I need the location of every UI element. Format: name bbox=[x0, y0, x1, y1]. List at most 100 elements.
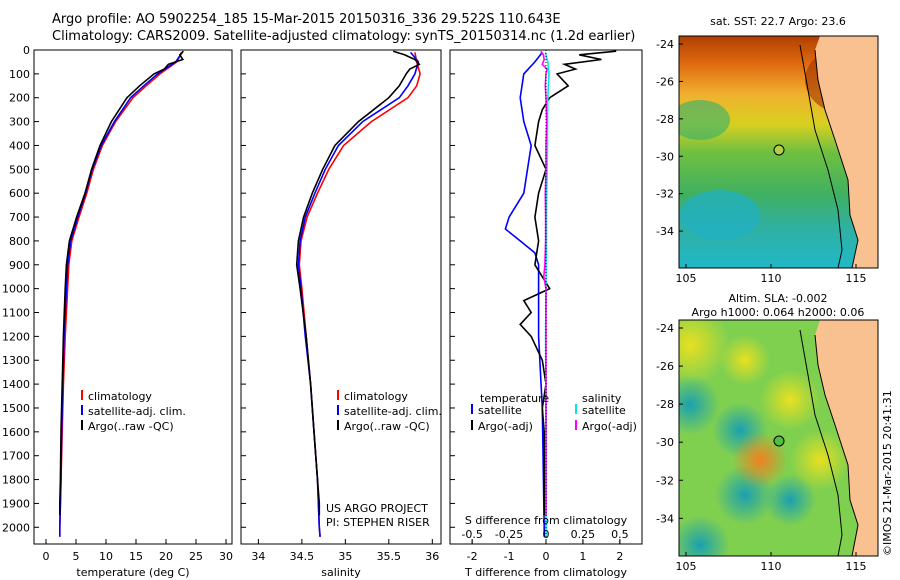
annotation-line-1: US ARGO PROJECT bbox=[326, 502, 428, 515]
x2-tick-label: 0.25 bbox=[571, 528, 596, 541]
x-tick-label: -1 bbox=[504, 550, 515, 563]
x-tick-label: 25 bbox=[189, 550, 203, 563]
y-tick-label: 1100 bbox=[2, 307, 30, 320]
map-x-tick-label: 105 bbox=[676, 560, 697, 573]
y-tick-label: 1700 bbox=[2, 450, 30, 463]
difference-panel: -2 -1 0 1 2 T difference from climatology -0.5… bbox=[449, 49, 643, 579]
x-tick-label: 15 bbox=[129, 550, 143, 563]
y-tick-label: 1200 bbox=[2, 330, 30, 343]
map-y-tick-label: -34 bbox=[656, 225, 674, 238]
map-y-tick-label: -30 bbox=[656, 436, 674, 449]
x-tick-label: 34 bbox=[251, 550, 265, 563]
legend-label: Argo(..raw -QC) bbox=[344, 420, 430, 433]
sst-map bbox=[678, 35, 879, 269]
x2-tick-label: -0.25 bbox=[495, 528, 523, 541]
x-tick-label: 35.5 bbox=[377, 550, 402, 563]
legend-label: satellite-adj. clim. bbox=[344, 405, 442, 418]
map-x-tick-label: 115 bbox=[846, 272, 867, 285]
x-tick-label: 10 bbox=[99, 550, 113, 563]
temperature-panel: 0 5 10 15 20 25 30 temperature (deg C) 0 100 200 30… bbox=[2, 44, 233, 579]
argo-float-marker-sla bbox=[773, 435, 785, 447]
x2-axis-label: S difference from climatology bbox=[465, 514, 628, 527]
x-tick-label: 35 bbox=[338, 550, 352, 563]
x-tick-label: 1 bbox=[579, 550, 586, 563]
map-y-tick-label: -24 bbox=[656, 38, 674, 51]
map-y-tick-label: -32 bbox=[656, 188, 674, 201]
y-tick-label: 400 bbox=[9, 139, 30, 152]
legend-label: climatology bbox=[344, 390, 408, 403]
series-line-2 bbox=[295, 50, 421, 516]
legend-label: Argo(..raw -QC) bbox=[88, 420, 174, 433]
y-tick-label: 0 bbox=[23, 44, 30, 57]
coastline-sla bbox=[814, 334, 859, 556]
legend-label: Argo(-adj) bbox=[478, 420, 533, 433]
legend-salinity-title: salinity bbox=[582, 392, 622, 405]
chart-title-line1: Argo profile: AO 5902254_185 15-Mar-2015… bbox=[52, 12, 561, 27]
y-tick-label: 1400 bbox=[2, 378, 30, 391]
isobath-sst bbox=[799, 44, 843, 268]
series-line-1 bbox=[519, 50, 617, 516]
y-tick-label: 1900 bbox=[2, 497, 30, 510]
x-axis-label: temperature (deg C) bbox=[76, 566, 189, 579]
y-tick-label: 700 bbox=[9, 211, 30, 224]
sst-map-title: sat. SST: 22.7 Argo: 23.6 bbox=[710, 15, 846, 28]
map-y-tick-label: -34 bbox=[656, 512, 674, 525]
x-tick-label: 36 bbox=[425, 550, 439, 563]
legend-temperature-title: temperature bbox=[480, 392, 549, 405]
y-tick-label: 600 bbox=[9, 187, 30, 200]
argo-float-marker-sst bbox=[773, 144, 785, 156]
map-x-tick-label: 110 bbox=[761, 272, 782, 285]
y-tick-label: 100 bbox=[9, 68, 30, 81]
plot-frame bbox=[240, 49, 442, 545]
y-tick-label: 300 bbox=[9, 116, 30, 129]
sla-map-title-2: Argo h1000: 0.064 h2000: 0.06 bbox=[692, 306, 865, 319]
y-tick-label: 900 bbox=[9, 259, 30, 272]
map-y-tick-label: -30 bbox=[656, 150, 674, 163]
y-tick-label: 800 bbox=[9, 235, 30, 248]
map-x-tick-label: 105 bbox=[676, 272, 697, 285]
x-tick-label: 20 bbox=[159, 550, 173, 563]
credit-text: ©IMOS 21-Mar-2015 20:41:31 bbox=[881, 390, 894, 556]
x2-tick-label: -0.5 bbox=[461, 528, 482, 541]
x-tick-label: -2 bbox=[467, 550, 478, 563]
x-tick-label: 34.5 bbox=[290, 550, 315, 563]
y-tick-label: 1600 bbox=[2, 426, 30, 439]
legend-label: satellite-adj. clim. bbox=[88, 405, 186, 418]
y-tick-label: 1000 bbox=[2, 283, 30, 296]
annotation-line-2: PI: STEPHEN RISER bbox=[326, 516, 430, 529]
map-y-tick-label: -28 bbox=[656, 113, 674, 126]
land-australia-sla bbox=[815, 320, 878, 556]
land-australia-sst bbox=[815, 36, 878, 268]
x-axis-label: salinity bbox=[321, 566, 361, 579]
map-x-tick-label: 115 bbox=[846, 560, 867, 573]
y-tick-label: 2000 bbox=[2, 521, 30, 534]
map-y-tick-label: -28 bbox=[656, 398, 674, 411]
x-tick-label: 30 bbox=[219, 550, 233, 563]
x2-tick-label: 0.5 bbox=[611, 528, 629, 541]
salinity-panel: 34 34.5 35 35.5 36 salinity climatology satelli… bbox=[240, 49, 442, 579]
isobath-sla bbox=[799, 329, 843, 556]
y-tick-label: 1800 bbox=[2, 474, 30, 487]
x-axis-label: T difference from climatology bbox=[464, 566, 627, 579]
map-y-tick-label: -26 bbox=[656, 75, 674, 88]
x2-tick-label: 0 bbox=[543, 528, 550, 541]
x-tick-label: 0 bbox=[543, 550, 550, 563]
sla-map bbox=[678, 319, 879, 557]
map-y-tick-label: -32 bbox=[656, 474, 674, 487]
sla-map-title-1: Altim. SLA: -0.002 bbox=[728, 292, 827, 305]
y-tick-label: 200 bbox=[9, 92, 30, 105]
map-y-tick-label: -26 bbox=[656, 360, 674, 373]
legend-label: satellite bbox=[582, 404, 626, 417]
coastline-sst bbox=[814, 49, 859, 268]
x-tick-label: 2 bbox=[616, 550, 623, 563]
chart-title-line2: Climatology: CARS2009. Satellite-adjuste… bbox=[52, 29, 636, 44]
x-tick-label: 0 bbox=[43, 550, 50, 563]
series-line-0 bbox=[504, 51, 546, 537]
legend-label: satellite bbox=[478, 404, 522, 417]
y-tick-label: 500 bbox=[9, 163, 30, 176]
map-y-tick-label: -24 bbox=[656, 322, 674, 335]
y-tick-label: 1500 bbox=[2, 402, 30, 415]
series-line-2 bbox=[58, 50, 185, 516]
legend-label: Argo(-adj) bbox=[582, 420, 637, 433]
